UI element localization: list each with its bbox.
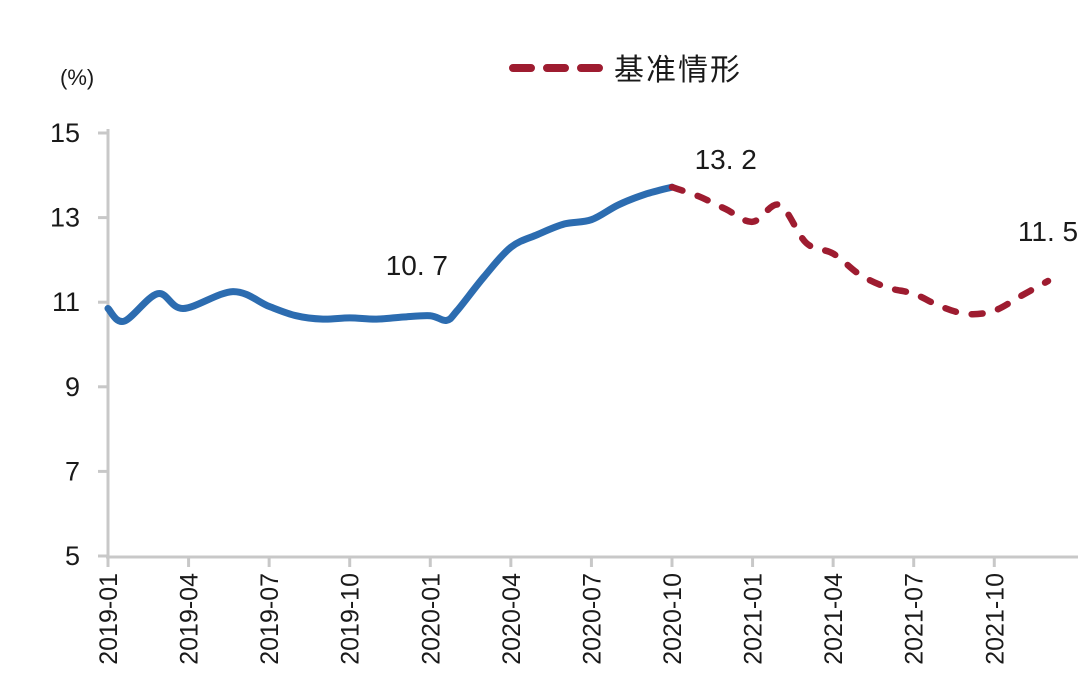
y-tick-label: 15	[50, 118, 80, 148]
y-tick-label: 13	[50, 203, 80, 233]
y-tick-label: 11	[52, 287, 80, 317]
x-tick-label: 2020-04	[498, 573, 526, 665]
value-annotation: 10. 7	[386, 250, 448, 281]
x-tick-label: 2020-07	[578, 573, 606, 665]
y-tick-label: 5	[65, 541, 80, 571]
value-annotation: 13. 2	[695, 144, 757, 175]
x-tick-label: 2019-01	[95, 573, 123, 665]
y-tick-label: 7	[65, 456, 80, 486]
x-tick-label: 2020-10	[659, 573, 687, 665]
data-labels: 10. 7 13. 2 11. 5	[386, 144, 1078, 281]
historical-solid-line	[104, 183, 676, 325]
x-tick-label: 2019-10	[337, 573, 365, 665]
x-tick-label: 2021-01	[740, 573, 768, 665]
x-tick-label: 2021-07	[901, 573, 929, 665]
y-tick-label: 9	[65, 372, 80, 402]
x-tick-label: 2021-04	[820, 573, 848, 665]
legend: 基准情形	[509, 54, 742, 87]
x-tick-label: 2019-04	[176, 573, 204, 665]
x-tick-label: 2021-10	[981, 573, 1009, 665]
value-annotation: 11. 5	[1018, 216, 1078, 247]
y-axis-unit-label: (%)	[60, 65, 94, 90]
legend-label: 基准情形	[614, 54, 742, 87]
axes: 15 13 11 9 7 5 2019-01 2019-04 2019-07 2019-10 202…	[50, 118, 1078, 665]
data-series	[104, 183, 1052, 325]
x-tick-label: 2020-01	[417, 573, 445, 665]
x-tick-label: 2019-07	[256, 573, 284, 665]
baseline-scenario-dashed-line	[668, 183, 1052, 318]
